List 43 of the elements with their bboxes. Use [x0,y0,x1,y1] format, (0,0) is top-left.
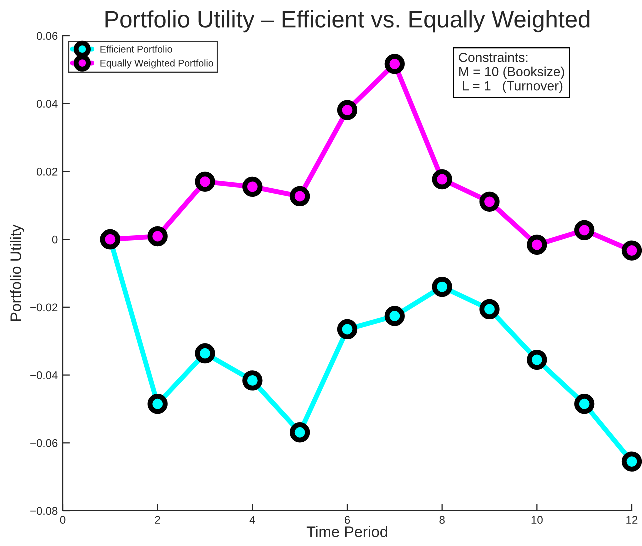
point [384,306,405,326]
x-tick-label: 8 [440,516,445,524]
point [290,186,310,207]
y-tick-label: 0.02 [36,168,58,176]
y-tick-label: −0.06 [30,439,58,448]
legend-label: Equally Weighted Portfolio [100,60,214,69]
point [622,452,642,472]
y-axis-title: Portfolio Utility [10,224,24,322]
point [242,370,263,391]
y-tick-label: 0 [52,236,58,244]
x-tick-label: 12 [626,516,638,524]
point [432,277,452,298]
y-tick-label: −0.02 [30,304,58,312]
legend-label: Efficient Portfolio [100,46,172,53]
point [622,240,642,261]
annotation: Constraints: M = 10 (Booksize) L = 1 (Turnover) [459,52,564,94]
x-tick-label: 2 [155,516,160,524]
point [574,220,595,240]
point [290,422,310,443]
y-tick-label: 0.04 [36,100,58,108]
point [527,350,548,370]
point [337,319,358,340]
y-tick-label: 0.06 [36,32,58,40]
x-tick-label: 4 [250,516,256,524]
point [242,176,263,198]
x-tick-label: 10 [532,516,543,524]
y-tick-label: −0.04 [30,372,58,380]
point [527,234,548,256]
y-tick-label: −0.08 [30,507,58,516]
point [337,100,358,120]
point [480,192,500,212]
point [148,226,168,247]
point [384,54,405,74]
point [195,172,216,192]
x-tick-label: 6 [344,516,350,524]
point [148,394,168,414]
point [195,344,216,364]
x-tick-label: 0 [60,516,66,524]
point [432,169,452,190]
chart-title: Portfolio Utility – Efficient vs. Equally Weighted [106,10,590,33]
point [480,299,500,320]
x-axis-title: Time Period [306,526,388,538]
point [574,394,595,414]
